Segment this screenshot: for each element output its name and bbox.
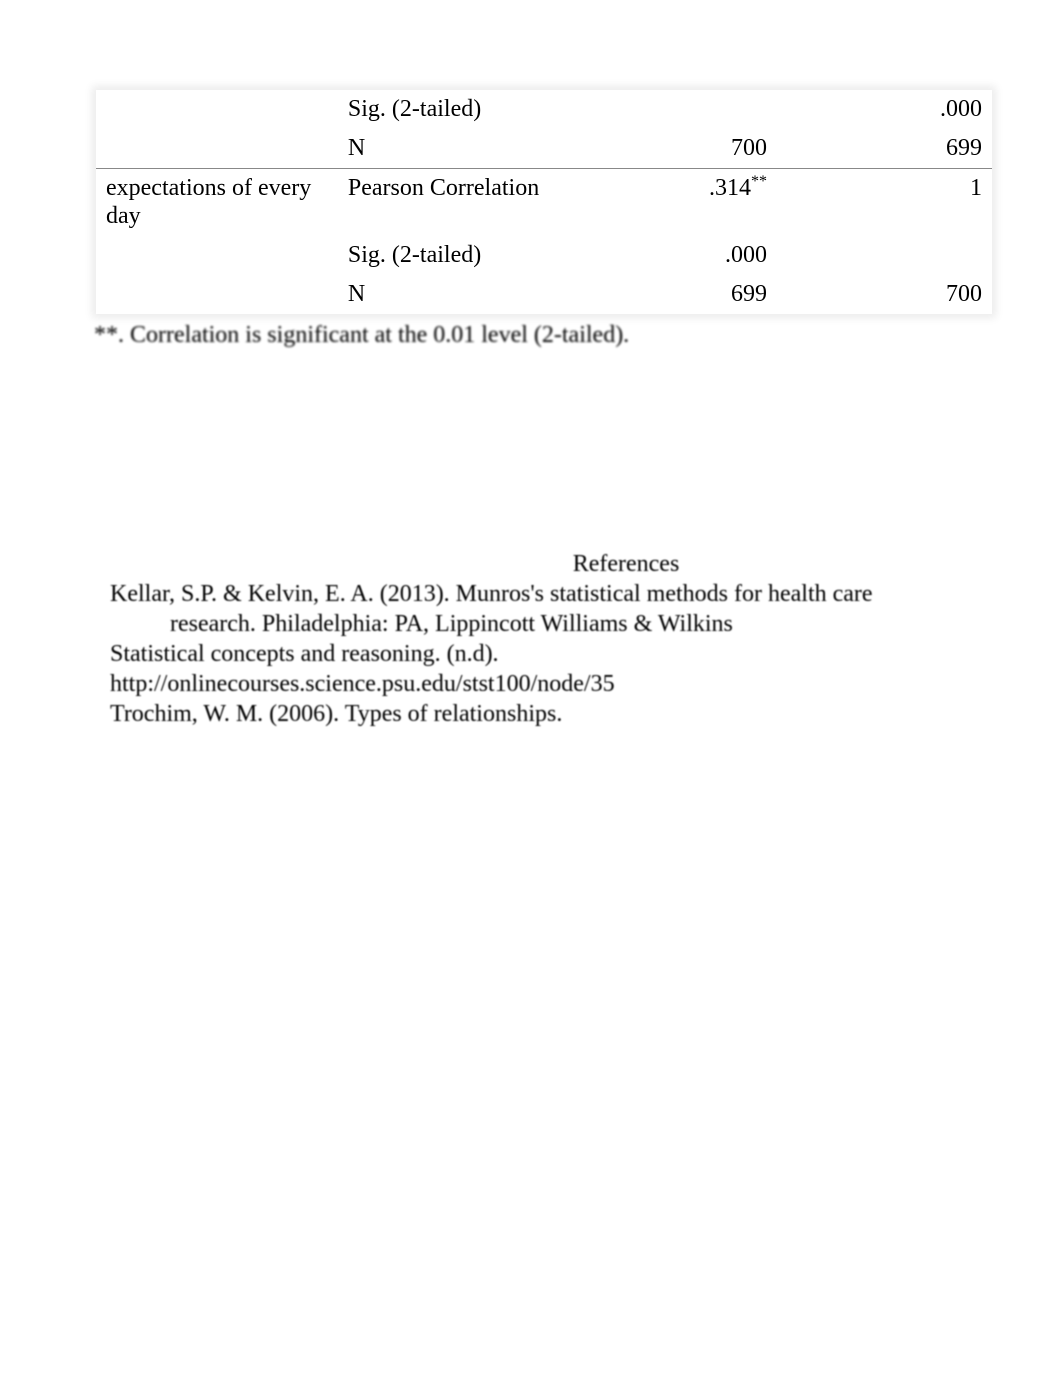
value-2	[777, 236, 992, 275]
value-1-text: .314	[709, 175, 751, 201]
references-section: References Kellar, S.P. & Kelvin, E. A. …	[110, 549, 902, 729]
row-label	[96, 236, 338, 275]
table-row: Sig. (2-tailed) .000	[96, 90, 992, 129]
correlation-table: Sig. (2-tailed) .000 N 700 699 expectati…	[96, 90, 992, 314]
reference-entry: Trochim, W. M. (2006). Types of relation…	[110, 699, 902, 729]
reference-entry: research. Philadelphia: PA, Lippincott W…	[110, 609, 902, 639]
value-1	[562, 90, 777, 129]
table-body: Sig. (2-tailed) .000 N 700 699 expectati…	[96, 90, 992, 314]
reference-entry: Kellar, S.P. & Kelvin, E. A. (2013). Mun…	[110, 579, 902, 609]
value-1: .000	[562, 236, 777, 275]
value-1: .314**	[562, 168, 777, 236]
value-1: 699	[562, 275, 777, 314]
value-1: 700	[562, 129, 777, 168]
stat-label: Pearson Correlation	[338, 168, 562, 236]
stat-label: Sig. (2-tailed)	[338, 236, 562, 275]
stat-label: N	[338, 129, 562, 168]
stat-label: Sig. (2-tailed)	[338, 90, 562, 129]
table-row: Sig. (2-tailed) .000	[96, 236, 992, 275]
significance-marker: **	[751, 173, 767, 190]
row-label	[96, 275, 338, 314]
stat-label: N	[338, 275, 562, 314]
references-title: References	[350, 549, 902, 579]
table-footnote: **. Correlation is significant at the 0.…	[94, 322, 992, 349]
value-2: 1	[777, 168, 992, 236]
row-label	[96, 129, 338, 168]
value-2: 700	[777, 275, 992, 314]
row-label	[96, 90, 338, 129]
reference-entry: Statistical concepts and reasoning. (n.d…	[110, 639, 902, 699]
value-2: 699	[777, 129, 992, 168]
table-row: N 699 700	[96, 275, 992, 314]
value-2: .000	[777, 90, 992, 129]
table-row: expectations of every day Pearson Correl…	[96, 168, 992, 236]
correlation-table-wrapper: Sig. (2-tailed) .000 N 700 699 expectati…	[96, 90, 992, 314]
table-row: N 700 699	[96, 129, 992, 168]
row-label: expectations of every day	[96, 168, 338, 236]
